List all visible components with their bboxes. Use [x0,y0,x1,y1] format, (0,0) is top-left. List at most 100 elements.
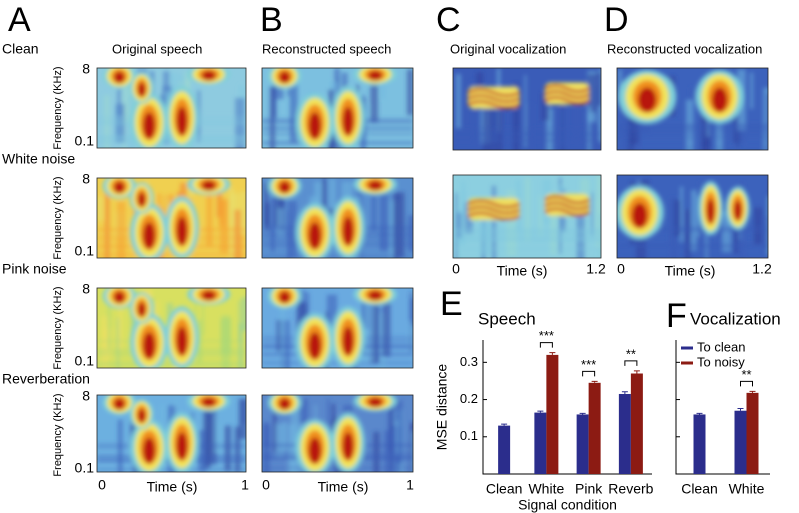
streak [119,299,123,351]
freq-tick: 0.1 [75,243,95,259]
blob [308,222,321,250]
streak [371,179,377,231]
hband [453,133,601,135]
hband [617,128,768,131]
streak [392,193,399,258]
streak [596,72,601,107]
blob [137,192,146,207]
hband [97,364,246,367]
error-bar [579,412,586,415]
blob [368,397,383,407]
streak [618,69,622,97]
freq-label: Frequency (KHz) [52,393,64,476]
streak [157,193,162,220]
streak [549,108,554,150]
freq-tick: 8 [82,281,90,297]
column-title: Reconstructed speech [262,41,391,56]
spectro-frame [452,174,602,259]
hband [617,243,768,246]
hband [617,226,768,229]
streak [117,419,123,472]
hband [97,363,246,366]
time-label: Time (s) [665,263,716,279]
streak [753,207,763,245]
streak [668,198,675,243]
streak [411,431,413,472]
streak [238,323,244,368]
hband [453,134,601,137]
spectro-texture [453,175,601,258]
error-bar [591,380,598,383]
streak [493,101,503,150]
sig-bracket [624,360,638,366]
streak [117,86,122,116]
spectrogram [453,175,601,258]
band [467,199,521,209]
blob [137,82,146,98]
spectro-texture [453,68,601,150]
spectrogram [262,68,413,148]
hband [97,142,246,144]
hband [453,131,601,134]
hband [453,228,601,230]
streak [275,423,285,459]
y-axis-label: MSE distance [434,364,450,451]
streak [238,300,241,343]
streak [276,319,281,352]
spectro-frame [616,174,769,259]
spectro-texture [262,178,413,258]
streak [97,196,104,221]
streak [527,104,531,143]
blob [279,398,290,410]
band [467,94,521,103]
hband [617,230,768,232]
hband [453,141,601,143]
streak [240,191,246,235]
streak [541,92,550,121]
freq-label: Frequency (KHz) [52,286,64,369]
streak [409,422,413,472]
streak [274,183,278,227]
sig-bracket [740,380,753,387]
freq-label: Frequency (KHz) [52,66,64,149]
time-tick: 1.2 [586,261,606,277]
freq-tick: 8 [82,388,90,404]
row-label: Clean [2,41,39,57]
streak [524,74,527,148]
spectrogram [262,288,413,368]
streak [216,181,223,218]
blob [308,437,321,464]
hband [97,361,246,364]
streak [384,430,393,472]
streak [116,317,120,368]
streak [287,424,297,472]
streak [463,202,473,234]
hband [262,255,413,258]
streak [364,295,375,362]
freq-tick: 0.1 [75,460,95,476]
hband [617,124,768,127]
row-label: Reverberation [2,371,90,387]
spectro-frame [261,394,414,473]
hband [453,146,601,149]
time-label: Time (s) [318,479,369,495]
chart-title: Speech [478,309,536,328]
row-label: Pink noise [2,261,67,277]
band [544,84,590,93]
band [467,211,521,221]
panel-letter: D [604,1,629,39]
spectro-frame [261,67,414,149]
streak [580,178,590,205]
panel-letter: B [260,1,283,39]
spectro-frame [96,177,247,259]
streak [229,187,235,226]
streak [122,85,134,123]
blob [279,291,290,304]
bar [618,393,631,474]
streak [462,190,466,246]
spectrogram [97,178,246,258]
hband [97,255,246,257]
streak [326,294,338,330]
blob [143,332,156,360]
column-title: Reconstructed vocalization [607,41,762,56]
